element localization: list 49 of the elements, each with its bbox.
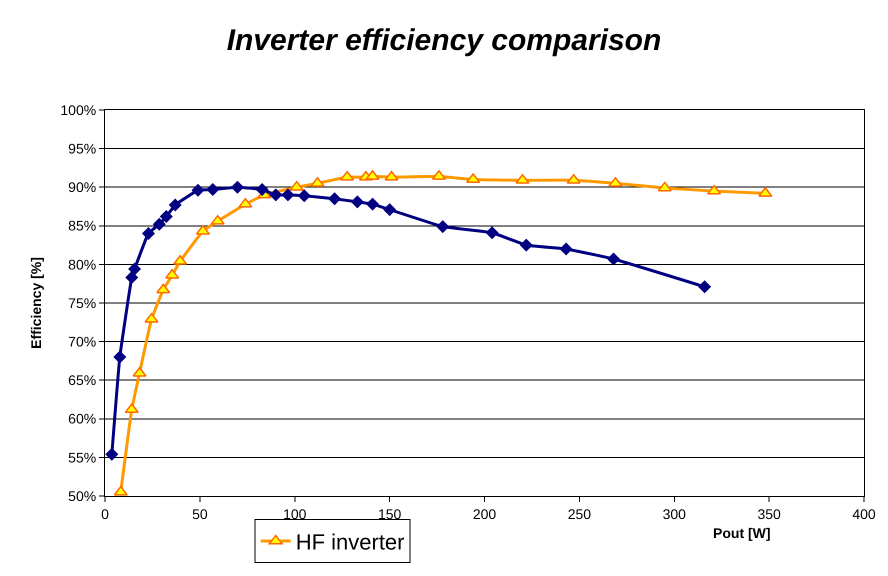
y-axis-title: Efficiency [%] [28,257,44,349]
x-tick-label: 150 [378,506,402,522]
point [298,189,311,202]
point [113,350,126,364]
point [366,198,380,211]
point [152,218,166,231]
y-tick-label: 50% [68,488,96,504]
point [142,227,155,240]
point [698,280,712,294]
y-tick-label: 75% [68,294,96,311]
x-tick-label: 0 [101,506,110,522]
x-tick-label: 350 [757,506,782,522]
point [206,183,220,196]
y-tick-label: 55% [68,449,96,466]
point [230,180,244,194]
y-tick-label: 70% [68,334,96,350]
point [168,198,182,212]
y-tick-label: 60% [68,410,96,427]
x-tick-label: 250 [568,506,592,522]
point [383,203,396,216]
chart-title: Inverter efficiency comparison [226,24,662,57]
point [436,220,450,234]
point [486,226,499,240]
point [281,188,294,202]
point [607,252,620,266]
y-tick-label: 90% [68,179,96,196]
point [520,238,533,252]
y-tick-label: 100% [60,102,96,118]
point [560,242,573,256]
x-tick-label: 100 [283,506,307,522]
x-tick-label: 200 [472,506,496,522]
x-tick-label: 400 [852,506,876,522]
y-tick-label: 80% [68,256,96,272]
y-tick-label: 95% [68,140,96,156]
point [191,184,204,197]
point [128,262,142,276]
point [350,195,364,208]
point [105,448,118,461]
x-tick-label: 300 [662,506,686,522]
point [328,192,342,206]
x-tick-label: 50 [192,506,208,522]
point [160,210,173,224]
point [256,183,269,196]
legend-label: HF inverter [296,530,404,555]
y-tick-label: 65% [68,372,96,388]
x-axis-title: Pout [W] [713,525,771,541]
point [269,188,282,202]
point [125,271,138,284]
y-tick-label: 85% [68,218,96,234]
